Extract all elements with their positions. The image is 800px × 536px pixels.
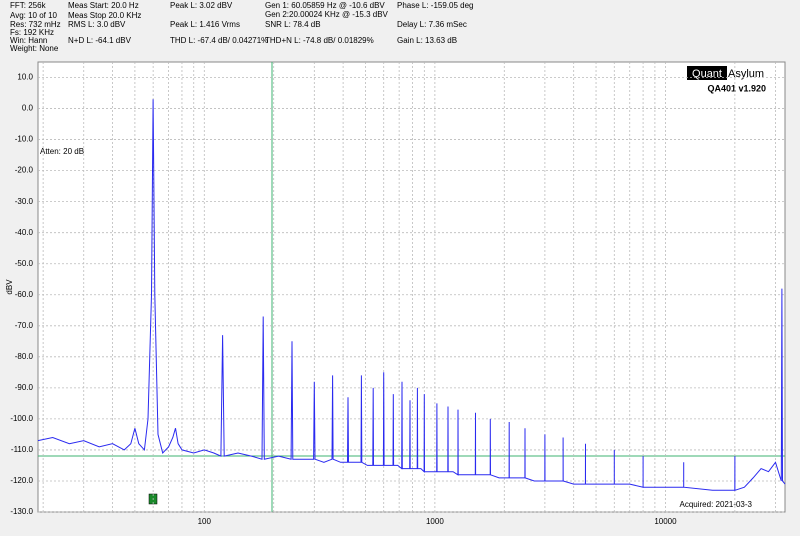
header-text: SNR L: 78.4 dB: [265, 20, 321, 29]
y-tick-label: -20.0: [15, 166, 34, 175]
y-tick-label: 0.0: [22, 104, 34, 113]
annotation: Atten: 20 dB: [40, 147, 84, 156]
x-tick-label: 100: [198, 517, 212, 526]
header-text: Gen 1: 60.05859 Hz @ -10.6 dBV: [265, 1, 385, 10]
y-tick-label: -60.0: [15, 290, 34, 299]
header-text: Peak L: 1.416 Vrms: [170, 20, 240, 29]
y-tick-label: -10.0: [15, 135, 34, 144]
logo-left: Quant: [692, 68, 722, 80]
x-tick-label: 1000: [426, 517, 444, 526]
header-text: Meas Stop 20.0 KHz: [68, 11, 141, 20]
header-text: Gain L: 13.63 dB: [397, 36, 457, 45]
header-text: Avg: 10 of 10: [10, 11, 58, 20]
y-tick-label: -110.0: [11, 445, 34, 454]
header-text: THD L: -67.4 dB/ 0.04271%: [170, 36, 268, 45]
version: QA401 v1.920: [707, 83, 766, 93]
header-text: THD+N L: -74.8 dB/ 0.01829%: [265, 36, 374, 45]
y-tick-label: -40.0: [15, 228, 34, 237]
header-text: Fs: 192 KHz: [10, 28, 54, 37]
header-text: Res: 732 mHz: [10, 20, 61, 29]
header-text: Meas Start: 20.0 Hz: [68, 1, 139, 10]
plot-area: [37, 61, 786, 513]
x-tick-label: 10000: [654, 517, 677, 526]
y-tick-label: -90.0: [15, 383, 34, 392]
header-text: Delay L: 7.36 mSec: [397, 20, 467, 29]
y-tick-label: -130.0: [10, 507, 33, 516]
header-text: FFT: 256k: [10, 1, 47, 10]
y-axis-label: dBV: [5, 279, 14, 295]
acquired: Acquired: 2021-03-3: [680, 500, 753, 509]
logo-box: [687, 66, 727, 80]
y-tick-label: -50.0: [15, 259, 34, 268]
header-text: Peak L: 3.02 dBV: [170, 1, 233, 10]
header-text: Win: Hann: [10, 36, 47, 45]
y-tick-label: -120.0: [10, 476, 33, 485]
logo-right: Asylum: [728, 68, 764, 80]
y-tick-label: 10.0: [17, 73, 33, 82]
y-tick-label: -100.0: [10, 414, 33, 423]
header-text: N+D L: -64.1 dBV: [68, 36, 132, 45]
header-text: Weight: None: [10, 44, 59, 53]
y-tick-label: -70.0: [15, 321, 34, 330]
y-tick-label: -80.0: [15, 352, 34, 361]
header-text: Gen 2:20.00024 KHz @ -15.3 dBV: [265, 10, 389, 19]
header-text: RMS L: 3.0 dBV: [68, 20, 126, 29]
header-text: Phase L: -159.05 deg: [397, 1, 474, 10]
spectrum-line: [37, 99, 786, 491]
y-tick-label: -30.0: [15, 197, 34, 206]
